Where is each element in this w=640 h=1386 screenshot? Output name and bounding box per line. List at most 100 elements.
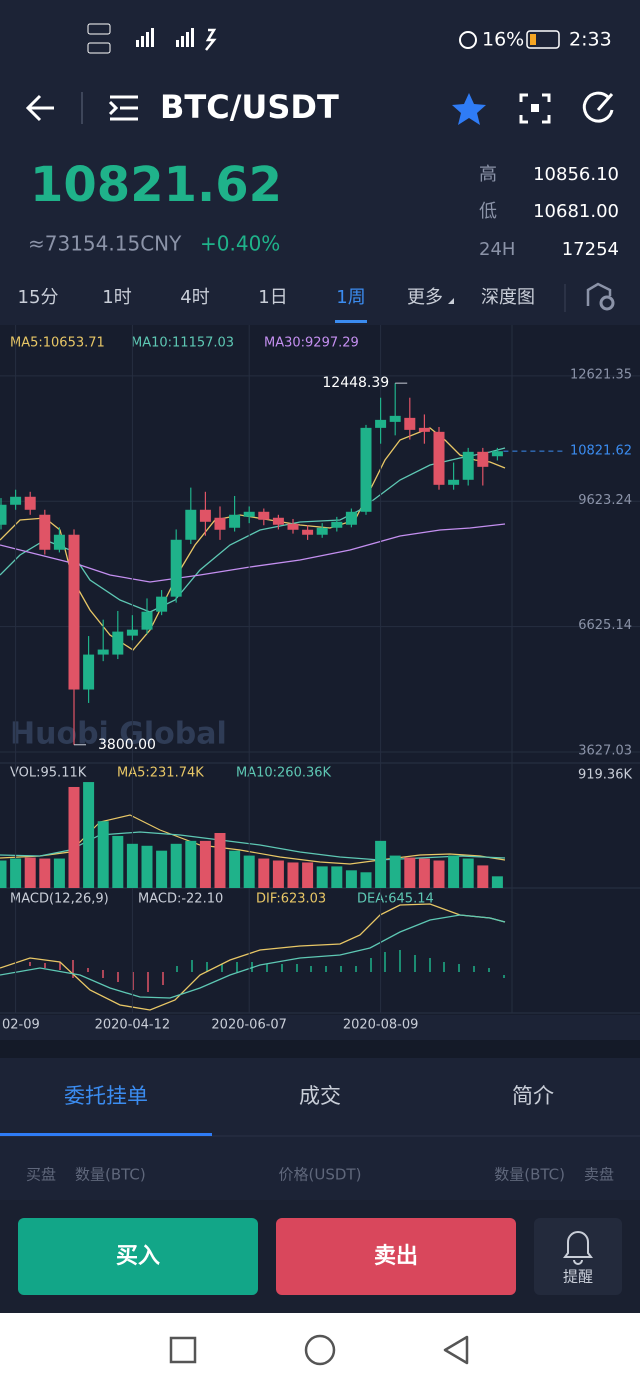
volume-legend: MA10:260.36K (236, 766, 332, 781)
volume-bar (375, 840, 387, 888)
volume-bar (97, 821, 109, 888)
volume-tick-label: 919.36K (578, 768, 632, 783)
volume-bar (462, 858, 474, 888)
volume-bar (199, 840, 211, 888)
interval-tab[interactable]: 15分 (18, 287, 59, 308)
volume-bar (39, 858, 51, 888)
x-tick-label: 02-09 (2, 1018, 40, 1033)
back-nav-button[interactable] (443, 1335, 469, 1365)
buy-label: 买入 (116, 1244, 160, 1269)
x-tick-label: 2020-04-12 (95, 1018, 171, 1033)
pair-menu-button[interactable] (108, 95, 138, 121)
x-tick-label: 2020-08-09 (343, 1018, 419, 1033)
icon-charge (205, 28, 217, 51)
volume-bar (229, 850, 241, 888)
watermark: Huobi Global (10, 717, 227, 752)
y-tick-label: 12621.35 (570, 367, 632, 382)
favorite-button[interactable] (452, 93, 486, 125)
info-tab[interactable]: 委托挂单 (64, 1084, 148, 1108)
candle-body (0, 504, 7, 525)
candle-body (141, 611, 153, 630)
volume-bar (141, 845, 153, 888)
order-book-header: 买盘 数量(BTC) 价格(USDT) 数量(BTC) 卖盘 (26, 1166, 614, 1184)
home-button[interactable] (304, 1334, 336, 1366)
stat-value: 10856.10 (533, 164, 619, 185)
y-tick-label: 9623.24 (578, 493, 632, 508)
share-button[interactable] (582, 91, 614, 123)
candle-body (375, 419, 387, 428)
pair-title: BTC/USDT (160, 88, 339, 126)
info-tabs: 委托挂单 成交 简介 (0, 1084, 640, 1137)
ma-legend: MA30:9297.29 (264, 336, 359, 351)
order-header-label: 卖盘 (584, 1166, 614, 1184)
fullscreen-button[interactable] (519, 93, 551, 124)
candle-body (491, 451, 503, 457)
sell-label: 卖出 (374, 1243, 418, 1269)
y-tick-label: 3627.03 (578, 744, 632, 759)
info-tab[interactable]: 简介 (512, 1084, 554, 1108)
buy-button[interactable] (18, 1218, 258, 1295)
order-header-label: 数量(BTC) (494, 1166, 565, 1184)
candle-body (360, 427, 372, 512)
candle-body (331, 521, 343, 528)
stat-value: 10681.00 (533, 201, 619, 222)
stat-label: 24H (479, 239, 515, 260)
last-price-label: 10821.62 (570, 444, 632, 459)
recents-button[interactable] (169, 1336, 197, 1364)
candle-body (272, 517, 284, 525)
volume-bar (302, 862, 314, 888)
volume-bar (10, 858, 22, 888)
candlestick-chart: MA5:10653.71 MA10:11157.03 MA30:9297.29 … (0, 325, 640, 1033)
info-tab[interactable]: 成交 (299, 1084, 341, 1108)
icon-alarm (459, 31, 477, 49)
candle-body (287, 523, 299, 530)
volume-bar (258, 858, 270, 888)
battery-level (530, 34, 536, 45)
interval-tab[interactable]: 1时 (102, 287, 131, 308)
chart-panel (0, 325, 640, 1015)
volume-bar (331, 866, 343, 888)
volume-legend: MA5:231.74K (117, 766, 204, 781)
ma30-line (0, 523, 506, 583)
action-buttons: 买入 卖出 提醒 (18, 1218, 622, 1295)
cny-price: ≈73154.15CNY (28, 232, 182, 256)
stat-label: 高 (479, 164, 497, 185)
interval-tabs: 15分 1时 4时 1日 1周 更多 深度图 (18, 282, 615, 323)
candle-body (477, 451, 489, 467)
candle-body (170, 539, 182, 597)
volume-bar (272, 860, 284, 888)
alert-label: 提醒 (563, 1268, 593, 1286)
sell-button[interactable] (276, 1218, 516, 1295)
candle-body (302, 529, 314, 535)
interval-tab[interactable]: 深度图 (481, 287, 535, 308)
x-tick-label: 2020-06-07 (211, 1018, 287, 1033)
interval-tab[interactable]: 更多 (407, 287, 443, 308)
candle-body (53, 534, 65, 550)
back-button[interactable] (25, 94, 54, 122)
interval-tab[interactable]: 1日 (258, 287, 287, 308)
bell-icon (563, 1231, 593, 1265)
stat-label: 低 (479, 201, 497, 222)
candle-body (345, 511, 357, 525)
interval-tab[interactable]: 1周 (336, 287, 365, 308)
volume-bar (170, 843, 182, 888)
chart-settings-button[interactable] (586, 282, 615, 311)
volume-bar (185, 840, 197, 888)
macd-legend: DIF:623.03 (256, 892, 326, 907)
last-price: 10821.62 (30, 157, 282, 213)
candle-body (39, 514, 51, 550)
candle-body (214, 517, 226, 530)
volume-bar (126, 843, 138, 888)
candle-body (156, 596, 168, 612)
volume-bar (345, 870, 357, 888)
candle-body (258, 511, 270, 520)
candle-body (10, 496, 22, 505)
stat-value: 17254 (562, 239, 619, 260)
interval-tab[interactable]: 4时 (180, 287, 209, 308)
candle-body (83, 654, 95, 690)
candle-body (316, 527, 328, 535)
battery-percent: 16% (482, 29, 524, 51)
candle-body (229, 514, 241, 528)
ma-legend: MA10:11157.03 (131, 336, 234, 351)
